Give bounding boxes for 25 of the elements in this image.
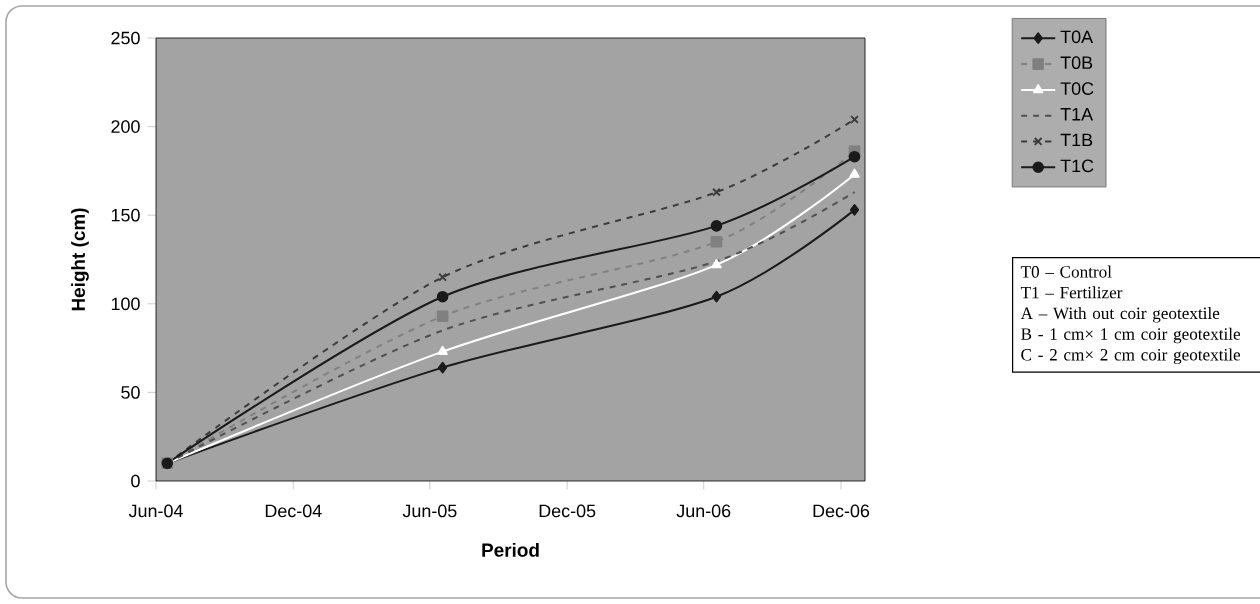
x-tick-label: Jun-06 bbox=[676, 504, 731, 518]
text: A – With out coir geotextile bbox=[1020, 307, 1220, 323]
legend-label: T1C bbox=[1060, 159, 1094, 173]
y-tick-label: 200 bbox=[111, 120, 140, 133]
x-tick-label: Jun-04 bbox=[128, 504, 183, 518]
legend-label: T0C bbox=[1060, 82, 1094, 95]
text: T1 – Fertilizer bbox=[1020, 286, 1123, 299]
legend-label: T0A bbox=[1060, 30, 1094, 44]
y-tick-label: 100 bbox=[111, 297, 140, 311]
x-tick-label: Dec-05 bbox=[539, 504, 596, 518]
text: T0 – Control bbox=[1020, 265, 1112, 278]
y-tick-label: 50 bbox=[121, 386, 140, 399]
y-axis-title: Height (cm) bbox=[71, 208, 89, 311]
y-tick-label: 150 bbox=[111, 208, 140, 222]
y-tick-label: 0 bbox=[131, 474, 140, 488]
x-axis-title: Period bbox=[482, 542, 539, 557]
x-tick-label: Jun-05 bbox=[402, 504, 457, 518]
y-tick-label: 250 bbox=[111, 31, 140, 45]
legend-label: T1A bbox=[1060, 108, 1094, 121]
x-tick-label: Dec-06 bbox=[813, 504, 870, 518]
x-tick-label: Dec-04 bbox=[265, 504, 322, 518]
text: C - 2 cm× 2 cm coir geotextile bbox=[1021, 348, 1241, 365]
text: B - 1 cm× 1 cm coir geotextile bbox=[1021, 327, 1241, 344]
legend-label: T1B bbox=[1060, 133, 1093, 147]
legend-label: T0B bbox=[1060, 56, 1093, 70]
